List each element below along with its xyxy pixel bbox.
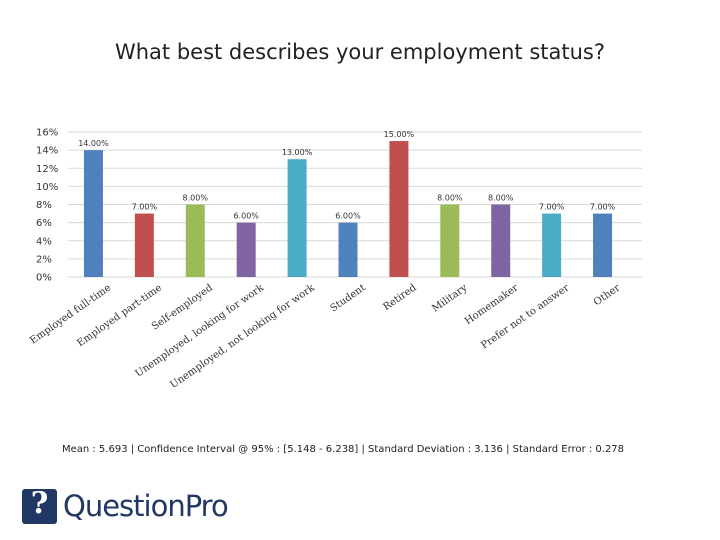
y-tick-label: 16% (36, 128, 58, 139)
y-tick-label: 0% (36, 273, 52, 284)
data-label: 15.00% (384, 130, 415, 139)
bar (542, 213, 562, 277)
questionpro-logo-mark-icon: ? (22, 486, 57, 524)
bar-chart: 14.00% 7.00% 8.00% 6.00% 13.00% 6.00% 15.00% 8.… (28, 128, 642, 391)
x-tick-label: Military (430, 282, 470, 314)
data-label: 14.00% (78, 139, 109, 148)
bar (593, 213, 613, 277)
data-label: 6.00% (335, 212, 361, 221)
x-tick-label: Employed part-time (75, 282, 164, 349)
bar (83, 150, 103, 277)
bar (338, 222, 358, 277)
y-tick-label: 12% (36, 164, 58, 175)
data-label: 8.00% (183, 194, 209, 203)
y-tick-label: 8% (36, 200, 52, 211)
data-label: 8.00% (437, 194, 463, 203)
bars (83, 141, 613, 277)
y-tick-label: 10% (36, 182, 58, 193)
y-tick-label: 6% (36, 218, 52, 229)
y-tick-label: 2% (36, 254, 52, 265)
data-label: 8.00% (488, 194, 514, 203)
x-tick-label: Student (329, 282, 368, 314)
x-tick-label: Prefer not to answer (479, 282, 571, 351)
bar (491, 204, 511, 277)
y-tick-label: 4% (36, 236, 52, 247)
bar (440, 204, 460, 277)
data-label: 7.00% (132, 203, 158, 212)
chart-title: What best describes your employment stat… (114, 40, 605, 64)
bar (236, 222, 256, 277)
questionpro-logo: ? QuestionPro (22, 486, 229, 525)
bar (134, 213, 154, 277)
x-tick-label: Other (592, 282, 623, 308)
y-axis-ticks: 0% 2% 4% 6% 8% 10% 12% 14% 16% (36, 128, 58, 284)
data-label: 13.00% (282, 148, 313, 157)
summary-statistics: Mean : 5.693 | Confidence Interval @ 95%… (61, 444, 625, 455)
x-tick-label: Retired (381, 282, 419, 313)
y-tick-label: 14% (36, 146, 58, 157)
bar (185, 204, 205, 277)
brand-name: QuestionPro (63, 489, 229, 523)
data-label: 7.00% (539, 203, 565, 212)
bar (287, 159, 307, 277)
data-labels: 14.00% 7.00% 8.00% 6.00% 13.00% 6.00% 15.00% 8.… (78, 130, 615, 221)
x-tick-label: Employed full-time (28, 282, 113, 346)
data-label: 7.00% (590, 203, 616, 212)
data-label: 6.00% (233, 212, 259, 221)
bar (389, 141, 409, 277)
